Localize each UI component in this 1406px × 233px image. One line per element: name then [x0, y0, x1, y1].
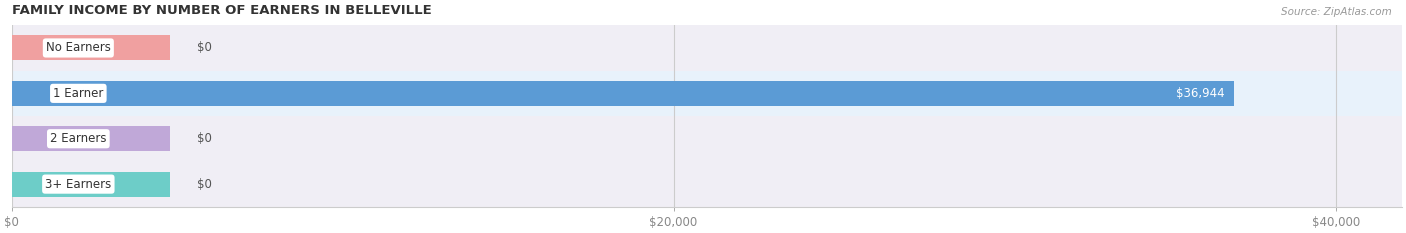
Text: 2 Earners: 2 Earners [51, 132, 107, 145]
Text: FAMILY INCOME BY NUMBER OF EARNERS IN BELLEVILLE: FAMILY INCOME BY NUMBER OF EARNERS IN BE… [11, 4, 432, 17]
Text: $0: $0 [197, 132, 212, 145]
Bar [11, 71, 1402, 116]
Bar [11, 161, 1402, 207]
Text: No Earners: No Earners [46, 41, 111, 55]
Text: $0: $0 [197, 178, 212, 191]
Text: Source: ZipAtlas.com: Source: ZipAtlas.com [1281, 7, 1392, 17]
Bar [11, 35, 170, 60]
Bar [11, 126, 170, 151]
Text: 3+ Earners: 3+ Earners [45, 178, 111, 191]
Bar [11, 172, 170, 197]
Text: $36,944: $36,944 [1175, 87, 1225, 100]
Bar [11, 116, 1402, 161]
Bar [11, 81, 1234, 106]
Text: $0: $0 [197, 41, 212, 55]
Text: 1 Earner: 1 Earner [53, 87, 104, 100]
Bar [11, 25, 1402, 71]
